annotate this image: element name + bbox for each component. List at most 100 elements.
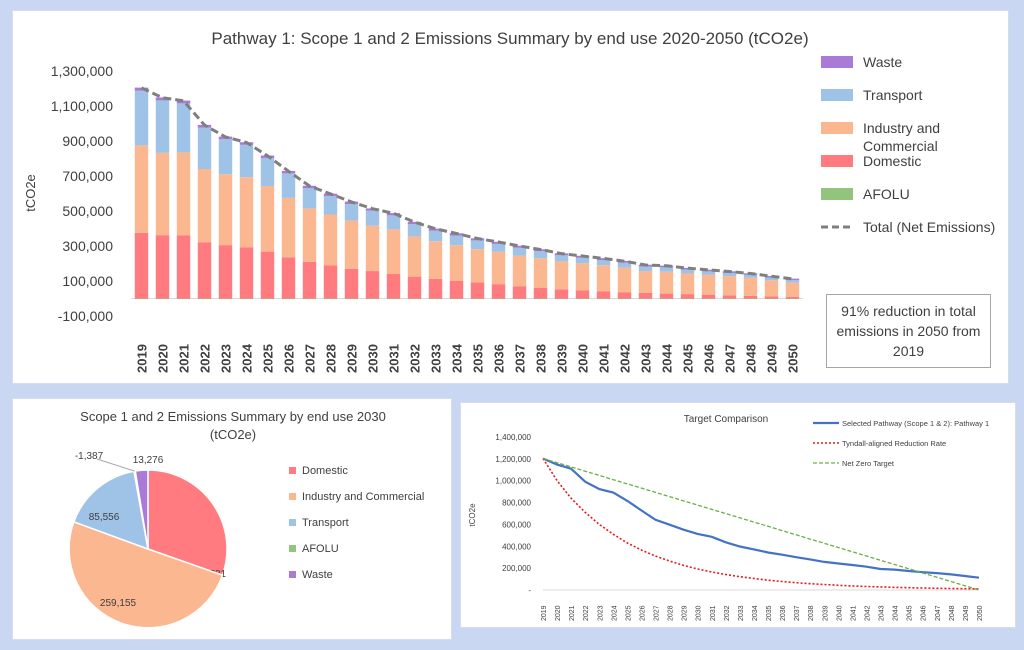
x-tick-label: 2043 — [639, 344, 654, 373]
pie-slice-waste — [134, 469, 149, 550]
legend-swatch-afolu — [821, 188, 853, 200]
bar-domestic — [260, 251, 275, 299]
bar-domestic — [239, 247, 254, 299]
line-chart-panel: Target Comparison tCO2e - 200,000 400,000 600… — [460, 402, 1016, 628]
bar-transport — [428, 230, 443, 242]
bar-domestic — [155, 235, 170, 299]
bar-transport — [743, 274, 758, 278]
x-tick-label: 2025 — [261, 344, 276, 373]
x-tick-label: 2041 — [597, 344, 612, 373]
x-tick-label: 2038 — [534, 344, 549, 373]
bar-afolu — [764, 298, 779, 299]
pie-legend-swatch-domestic — [289, 467, 296, 474]
x-tick-label: 2028 — [324, 344, 339, 373]
bar-industry — [659, 271, 674, 294]
x-tick-label: 2042 — [618, 344, 633, 373]
bar-afolu — [176, 298, 191, 299]
bar-transport — [680, 269, 695, 274]
line-x-tick-label: 2039 — [822, 605, 829, 621]
bar-domestic — [407, 276, 422, 299]
bar-transport — [449, 235, 464, 246]
x-tick-label: 2030 — [366, 344, 381, 373]
line-y-tick-label: 400,000 — [502, 542, 531, 551]
bar-domestic — [449, 281, 464, 299]
bar-waste — [386, 213, 401, 216]
pie-legend-label: Industry and Commercial — [302, 491, 424, 503]
line-series-netzero — [542, 457, 980, 591]
bar-afolu — [428, 298, 443, 299]
line-y-tick-label: 1,000,000 — [495, 477, 531, 486]
bar-afolu — [260, 298, 275, 299]
stacked-bar-chart: Pathway 1: Scope 1 and 2 Emissions Summa… — [23, 29, 995, 373]
bar-industry — [197, 169, 212, 243]
y-axis-label: tCO2e — [23, 174, 38, 212]
line-y-tick-label: 1,200,000 — [495, 455, 531, 464]
bar-domestic — [197, 242, 212, 299]
bar-waste — [596, 258, 611, 260]
bar-industry — [470, 249, 485, 283]
bar-industry — [554, 261, 569, 290]
line-x-tick-label: 2046 — [921, 605, 928, 621]
y-tick-label: 900,000 — [62, 133, 113, 149]
x-tick-label: 2034 — [450, 343, 465, 373]
bar-industry — [302, 208, 317, 262]
legend-label: Waste — [863, 54, 902, 70]
bar-transport — [638, 266, 653, 272]
legend-swatch-waste — [821, 56, 853, 68]
bar-domestic — [344, 268, 359, 299]
bar-transport — [512, 247, 527, 256]
y-tick-label: 100,000 — [62, 273, 113, 289]
bar-industry — [596, 265, 611, 292]
line-x-tick-label: 2029 — [682, 605, 689, 621]
x-tick-label: 2023 — [219, 344, 234, 373]
bar-waste — [617, 260, 632, 263]
x-tick-label: 2022 — [198, 344, 213, 373]
pie-legend-label: Waste — [302, 569, 333, 581]
legend-label: Industry and — [863, 120, 940, 136]
bar-industry — [344, 220, 359, 269]
legend-label: AFOLU — [863, 186, 910, 202]
pie-slice-domestic — [147, 469, 228, 577]
bar-domestic — [680, 294, 695, 299]
bar-domestic — [575, 290, 590, 299]
pie-legend-swatch-transport — [289, 519, 296, 526]
bar-transport — [323, 196, 338, 215]
bar-domestic — [659, 293, 674, 299]
line-y-tick-label: - — [528, 586, 531, 595]
line-y-tick-label: 1,400,000 — [495, 433, 531, 442]
x-tick-label: 2036 — [492, 344, 507, 373]
line-x-tick-label: 2021 — [569, 605, 576, 621]
bar-industry — [365, 225, 380, 272]
line-x-tick-label: 2024 — [611, 605, 618, 621]
bar-transport — [386, 215, 401, 230]
pie-title: Scope 1 and 2 Emissions Summary by end u… — [80, 409, 386, 424]
bar-afolu — [239, 298, 254, 299]
line-x-tick-label: 2041 — [850, 605, 857, 621]
line-x-tick-label: 2047 — [935, 605, 942, 621]
bar-domestic — [701, 294, 716, 299]
bar-domestic — [491, 284, 506, 299]
line-x-tick-label: 2023 — [597, 605, 604, 621]
line-y-tick-label: 800,000 — [502, 499, 531, 508]
line-x-tick-label: 2031 — [710, 605, 717, 621]
bar-afolu — [596, 298, 611, 299]
bar-transport — [302, 188, 317, 209]
line-y-tick-label: 200,000 — [502, 564, 531, 573]
bar-industry — [512, 255, 527, 287]
bar-waste — [512, 245, 527, 248]
line-x-tick-label: 2020 — [555, 605, 562, 621]
bar-industry — [239, 177, 254, 248]
bar-domestic — [386, 274, 401, 299]
bar-afolu — [449, 298, 464, 299]
bar-transport — [407, 224, 422, 237]
bar-afolu — [512, 298, 527, 299]
bar-afolu — [134, 298, 149, 299]
x-tick-label: 2026 — [282, 344, 297, 373]
line-x-tick-label: 2034 — [752, 605, 759, 621]
line-y-tick-label: 600,000 — [502, 520, 531, 529]
line-series-selected — [542, 457, 980, 579]
bar-transport — [491, 243, 506, 252]
pie-data-label: 259,155 — [100, 598, 137, 609]
line-legend-label: Net Zero Target — [842, 459, 895, 468]
legend-label: Commercial — [863, 138, 938, 154]
